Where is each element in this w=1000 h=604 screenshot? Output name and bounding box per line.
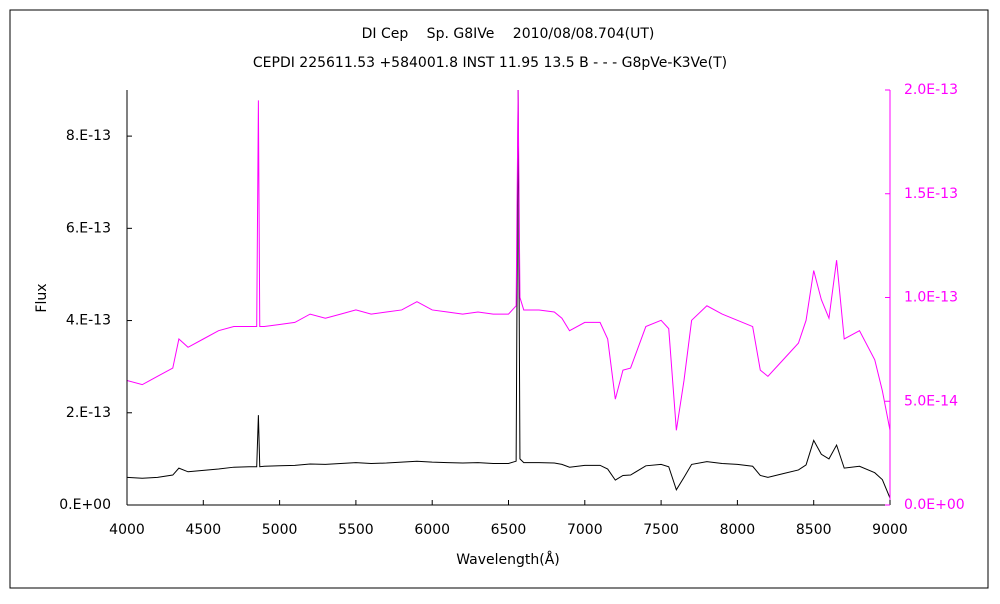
x-axis-label: Wavelength(Å) [456, 551, 560, 568]
y-tick-label: 0.E+00 [59, 497, 111, 513]
y2-tick-label: 5.0E-14 [904, 393, 958, 409]
y-tick-label: 4.E-13 [66, 313, 111, 329]
x-tick-label: 6500 [491, 522, 527, 538]
y-tick-label: 8.E-13 [66, 128, 111, 144]
x-tick-label: 5500 [338, 522, 374, 538]
x-tick-label: 6000 [414, 522, 450, 538]
chart-title: DI Cep Sp. G8IVe 2010/08/08.704(UT) [362, 26, 655, 42]
series-line [127, 90, 890, 431]
chart-subtitle: CEPDI 225611.53 +584001.8 INST 11.95 13.… [253, 55, 727, 71]
x-tick-label: 9000 [872, 522, 908, 538]
y-tick-label: 6.E-13 [66, 220, 111, 236]
series-line [127, 90, 890, 499]
y2-tick-label: 1.5E-13 [904, 186, 958, 202]
x-tick-label: 4500 [185, 522, 221, 538]
y2-tick-label: 1.0E-13 [904, 290, 958, 306]
chart-border [9, 9, 989, 589]
y-axis-label: Flux [34, 283, 50, 312]
x-tick-label: 8000 [720, 522, 756, 538]
y2-tick-label: 0.0E+00 [904, 497, 965, 513]
y-tick-label: 2.E-13 [66, 405, 111, 421]
x-tick-label: 7500 [643, 522, 679, 538]
x-tick-label: 8500 [796, 522, 832, 538]
y2-tick-label: 2.0E-13 [904, 82, 958, 98]
x-tick-label: 5000 [262, 522, 298, 538]
x-tick-label: 4000 [109, 522, 145, 538]
x-tick-label: 7000 [567, 522, 603, 538]
